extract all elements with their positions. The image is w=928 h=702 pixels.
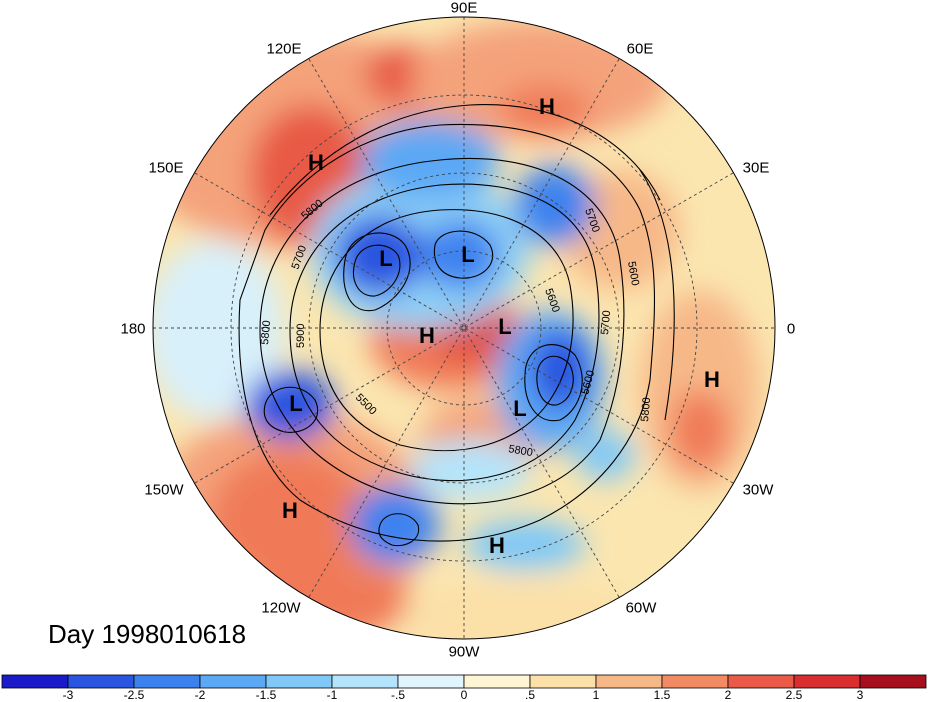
colorbar-swatch — [67, 674, 135, 689]
lon-label-30e: 30E — [742, 159, 770, 177]
colorbar-tick-label: 3 — [856, 688, 864, 702]
colorbar-swatch — [265, 674, 333, 689]
contour-label: 5800 — [259, 320, 273, 345]
lon-label-90w: 90W — [448, 643, 480, 661]
lon-label-90e: 90E — [450, 0, 478, 17]
contour-label: 5700 — [599, 310, 613, 335]
map-title: Day 1998010618 — [48, 619, 247, 649]
high-pressure-marker: H — [282, 498, 298, 523]
colorbar-tick-label: -2 — [194, 688, 206, 702]
map-boundary — [152, 16, 776, 640]
colorbar-tick-label: 0 — [460, 688, 468, 702]
high-pressure-marker: H — [419, 323, 435, 348]
graticule — [153, 17, 775, 639]
height-contours — [238, 104, 675, 547]
colorbar-tick-label: .5 — [524, 688, 536, 702]
colorbar — [1, 674, 927, 689]
colorbar-tick-label: -1 — [326, 688, 338, 702]
low-pressure-marker: L — [379, 246, 392, 271]
lon-label-150w: 150W — [144, 481, 184, 499]
colorbar-swatch — [397, 674, 465, 689]
contour-label: 5800 — [507, 443, 533, 459]
lon-label-30w: 30W — [742, 481, 774, 499]
colorbar-tick-label: 1.5 — [653, 688, 671, 702]
colorbar-swatch — [133, 674, 201, 689]
colorbar-swatch — [529, 674, 597, 689]
lon-label-60w: 60W — [625, 599, 657, 617]
colorbar-tick-label: -.5 — [390, 688, 406, 702]
lon-label-120w: 120W — [261, 599, 301, 617]
colorbar-swatch — [1, 674, 69, 689]
colorbar-tick-label: -2.5 — [123, 688, 145, 702]
colorbar-swatch — [331, 674, 399, 689]
high-pressure-marker: H — [489, 533, 505, 558]
high-pressure-marker: H — [704, 367, 720, 392]
colorbar-tick-label: -3 — [62, 688, 74, 702]
low-pressure-marker: L — [289, 391, 302, 416]
colorbar-swatch — [859, 674, 927, 689]
low-pressure-marker: L — [461, 242, 474, 267]
lon-label-60e: 60E — [626, 40, 654, 58]
colorbar-swatch — [595, 674, 663, 689]
colorbar-swatch — [793, 674, 861, 689]
lon-label-120e: 120E — [266, 40, 302, 58]
lon-label-150e: 150E — [148, 159, 184, 177]
lon-label-180: 180 — [120, 320, 146, 338]
colorbar-swatch — [199, 674, 267, 689]
high-pressure-marker: H — [308, 150, 324, 175]
colorbar-tick-label: 2 — [724, 688, 732, 702]
colorbar-tick-label: 2.5 — [785, 688, 803, 702]
low-pressure-marker: L — [513, 396, 526, 421]
anomaly-field — [153, 17, 775, 639]
colorbar-swatch — [661, 674, 729, 689]
colorbar-tick-label: -1.5 — [255, 688, 277, 702]
contour-label: 5900 — [295, 324, 307, 348]
colorbar-tick-label: 1 — [592, 688, 600, 702]
low-pressure-marker: L — [498, 314, 511, 339]
colorbar-swatch — [463, 674, 531, 689]
contour-label: 5600 — [625, 260, 641, 286]
lon-label-0: 0 — [786, 320, 796, 338]
colorbar-swatch — [727, 674, 795, 689]
contour-label: 5800 — [639, 397, 653, 422]
high-pressure-marker: H — [539, 94, 555, 119]
